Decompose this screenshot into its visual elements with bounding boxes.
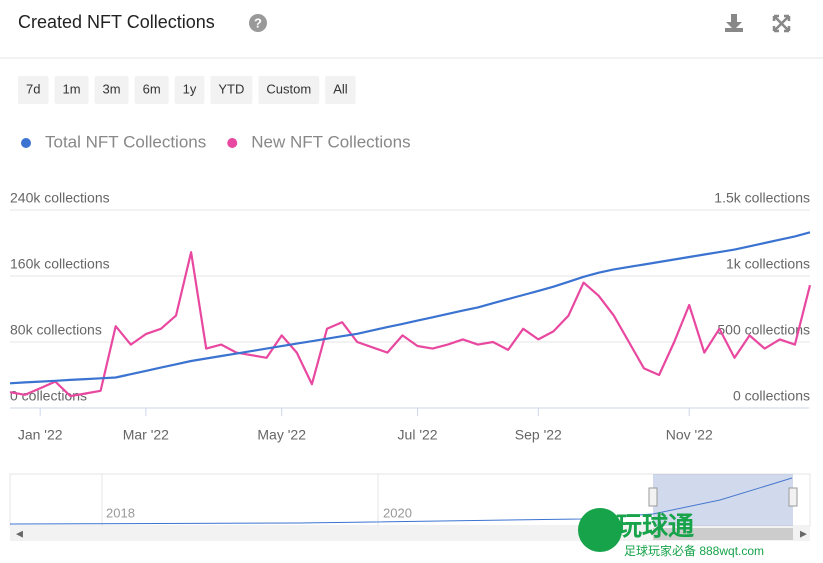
legend-label: Total NFT Collections	[45, 132, 206, 151]
range-button-label: 3m	[103, 81, 121, 96]
download-icon[interactable]	[725, 14, 743, 32]
y-tick-label: 80k collections	[10, 322, 102, 338]
y2-tick-label: 1.5k collections	[714, 190, 810, 206]
navigator-handle[interactable]	[648, 487, 658, 507]
range-button[interactable]: Custom	[258, 76, 320, 104]
x-tick-label: Mar '22	[123, 427, 169, 443]
y2-tick-label: 0 collections	[733, 388, 810, 404]
range-button[interactable]: YTD	[210, 76, 253, 104]
badge-tagline: 足球玩家必备 888wqt.com	[624, 543, 764, 558]
navigator: 2018 2020 ◀ ▶	[9, 473, 811, 541]
navigator-handle[interactable]	[788, 487, 798, 507]
svg-text:◀: ◀	[16, 528, 23, 538]
range-button-label: 1y	[183, 81, 197, 96]
legend-marker	[227, 138, 238, 148]
range-button-label: 7d	[26, 81, 40, 96]
y-tick-label: 240k collections	[10, 190, 110, 206]
legend-marker	[21, 138, 31, 148]
svg-text:▶: ▶	[800, 528, 807, 538]
range-button[interactable]: All	[325, 76, 356, 104]
range-button[interactable]: 3m	[94, 76, 129, 104]
scrollbar-thumb[interactable]	[653, 528, 793, 540]
range-button-label: 6m	[143, 81, 161, 96]
range-button-label: All	[333, 81, 348, 96]
y-tick-label: 0 collections	[10, 388, 87, 404]
x-tick-label: Jul '22	[398, 427, 438, 443]
range-button[interactable]: 1y	[174, 76, 205, 104]
help-icon[interactable]: ?	[249, 14, 267, 32]
range-button-label: YTD	[218, 81, 244, 96]
y2-tick-label: 500 collections	[717, 322, 810, 338]
chart-title: Created NFT Collections	[18, 12, 215, 32]
range-button-label: Custom	[266, 81, 311, 96]
x-tick-label: Sep '22	[515, 427, 562, 443]
badge-name: 玩球通	[616, 511, 694, 541]
navigator-label: 2020	[383, 505, 412, 520]
range-button[interactable]: 7d	[18, 76, 49, 104]
range-button[interactable]: 6m	[134, 76, 169, 104]
legend-item[interactable]: Total NFT Collections	[21, 132, 206, 151]
range-button[interactable]: 1m	[54, 76, 89, 104]
range-button-label: 1m	[62, 81, 80, 96]
series-line	[9, 251, 812, 398]
fullscreen-icon[interactable]	[772, 14, 791, 33]
y2-tick-label: 1k collections	[726, 256, 810, 272]
legend-label: New NFT Collections	[251, 132, 410, 151]
series-line	[9, 231, 811, 385]
svg-text:?: ?	[254, 15, 262, 30]
legend-item[interactable]: New NFT Collections	[227, 132, 411, 151]
x-tick-label: Nov '22	[666, 427, 713, 443]
navigator-selection[interactable]	[653, 474, 793, 526]
y-tick-label: 160k collections	[10, 256, 110, 272]
x-tick-label: Jan '22	[18, 427, 63, 443]
x-tick-label: May '22	[257, 427, 306, 443]
badge: 玩球通 足球玩家必备 888wqt.com	[578, 508, 764, 558]
navigator-label: 2018	[106, 505, 135, 520]
